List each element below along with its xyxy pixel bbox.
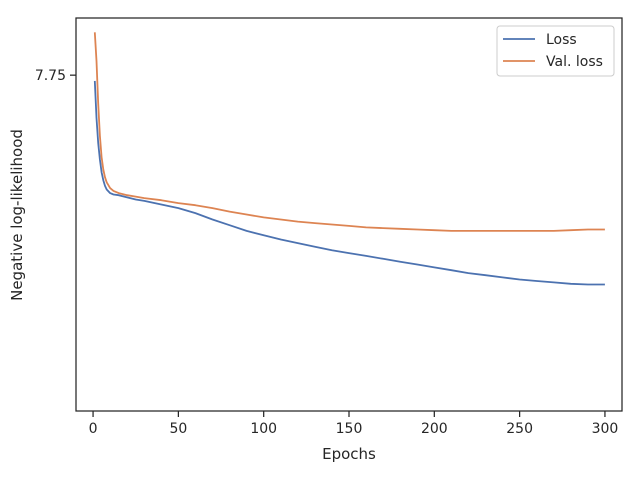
x-tick-label: 50	[169, 421, 187, 437]
x-tick-label: 250	[506, 421, 533, 437]
legend-label-loss: Loss	[546, 32, 577, 48]
x-tick-label: 0	[89, 421, 98, 437]
x-tick-label: 300	[592, 421, 619, 437]
x-tick-label: 200	[421, 421, 448, 437]
x-axis-title: Epochs	[322, 445, 376, 463]
series-line-loss	[93, 80, 605, 286]
plot-frame	[75, 17, 623, 412]
x-tick-label: 150	[336, 421, 363, 437]
y-axis-title: Negative log-likelihood	[8, 129, 26, 301]
legend: Loss Val. loss	[496, 25, 615, 77]
legend-label-val-loss: Val. loss	[546, 54, 603, 70]
x-tick-label: 100	[250, 421, 277, 437]
series-line-val-loss	[93, 32, 605, 232]
y-tick-label: 7.75	[35, 68, 66, 84]
